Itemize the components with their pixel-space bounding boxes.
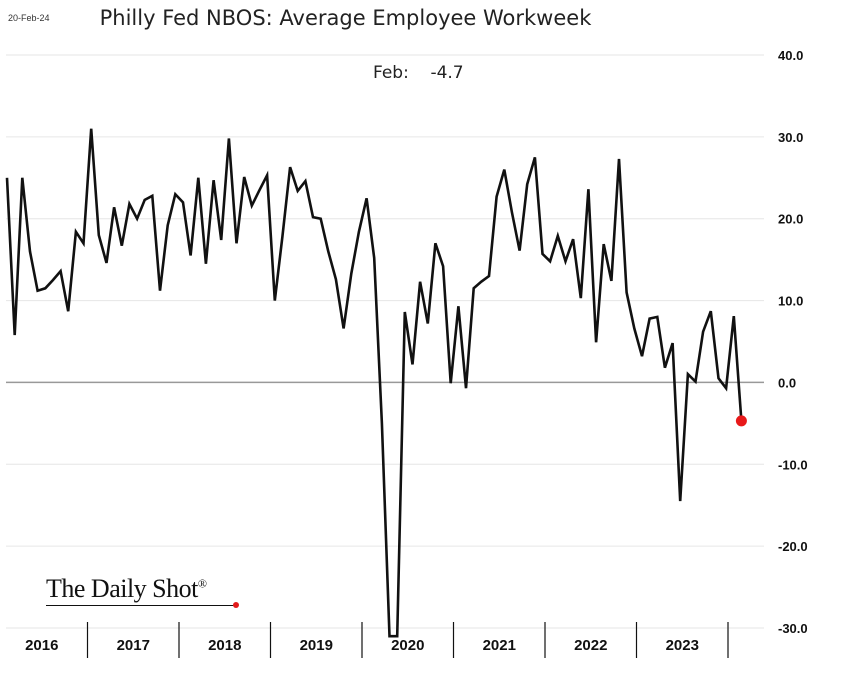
watermark-registered: ® <box>197 576 207 591</box>
y-tick-label: 0.0 <box>778 375 796 390</box>
x-tick-label: 2020 <box>391 637 424 654</box>
series-layer <box>5 128 747 638</box>
annotation-value: -4.7 <box>430 63 464 83</box>
y-tick-label: 10.0 <box>778 294 803 309</box>
annotation-label: Feb: <box>373 63 409 83</box>
x-tick-label: 2023 <box>666 637 699 654</box>
x-axis-ticks: 2016 2017 2018 2019 2020 2021 2022 2023 <box>25 622 729 658</box>
x-tick-label: 2019 <box>300 637 333 654</box>
watermark-logo: The Daily Shot® <box>46 574 207 604</box>
last-point-marker <box>735 415 747 427</box>
x-tick-label: 2021 <box>483 637 516 654</box>
y-tick-label: 40.0 <box>778 48 803 63</box>
watermark-underline <box>46 605 236 606</box>
y-tick-label: -20.0 <box>778 539 808 554</box>
watermark-dot <box>233 602 239 608</box>
chart-title: Philly Fed NBOS: Average Employee Workwe… <box>99 6 592 30</box>
x-tick-label: 2022 <box>574 637 607 654</box>
x-tick-label: 2017 <box>117 637 150 654</box>
y-tick-label: 20.0 <box>778 212 803 227</box>
latest-value-annotation: Feb: -4.7 <box>373 63 464 83</box>
watermark-text: The Daily Shot <box>46 574 198 603</box>
x-tick-label: 2018 <box>208 637 241 654</box>
series-line <box>5 128 743 638</box>
date-stamp: 20-Feb-24 <box>8 13 50 23</box>
y-tick-label: 30.0 <box>778 130 803 145</box>
x-tick-label: 2016 <box>25 637 58 654</box>
y-axis-ticks: 40.0 30.0 20.0 10.0 0.0 -10.0 -20.0 -30.0 <box>778 48 808 636</box>
y-tick-label: -10.0 <box>778 457 808 472</box>
y-tick-label: -30.0 <box>778 621 808 636</box>
